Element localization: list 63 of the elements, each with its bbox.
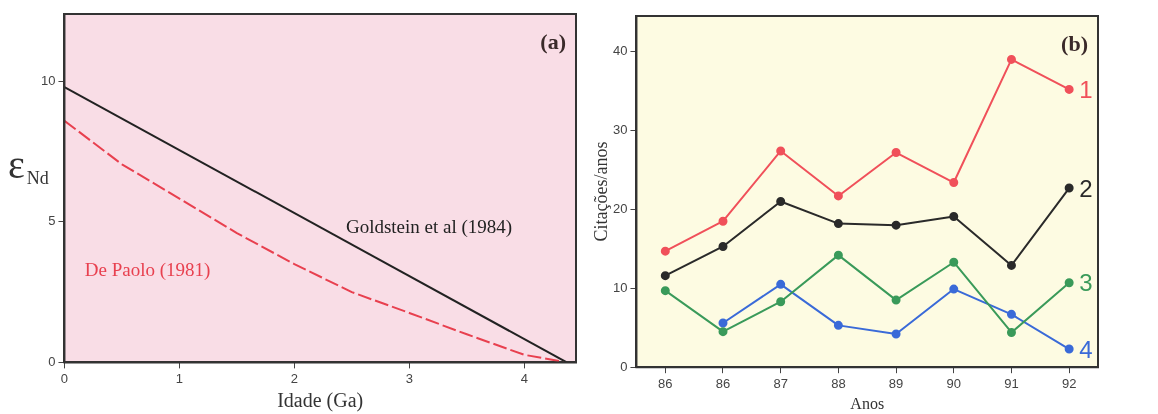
x-tick-label: 91 xyxy=(1004,375,1019,391)
point xyxy=(949,257,959,267)
x-axis-title: Idade (Ga) xyxy=(277,389,364,413)
point xyxy=(718,216,728,226)
y-tick-label: 30 xyxy=(612,122,628,138)
point xyxy=(891,220,901,230)
point xyxy=(660,246,670,256)
x-tick-label: 92 xyxy=(1061,375,1077,391)
point xyxy=(1006,260,1016,270)
series-label: Goldstein et al (1984) xyxy=(345,215,513,238)
point xyxy=(891,148,901,158)
point xyxy=(776,279,786,289)
point xyxy=(833,250,843,260)
x-tick-label: 0 xyxy=(60,370,69,386)
point xyxy=(718,241,728,251)
point xyxy=(949,211,959,221)
annotation: (a) xyxy=(540,28,566,54)
series-label: 4 xyxy=(1079,335,1093,363)
annotation: (b) xyxy=(1061,30,1088,56)
y-axis-title: Citações/anos xyxy=(590,141,611,242)
x-tick-label: 2 xyxy=(290,370,298,386)
y-tick-label: 10 xyxy=(40,73,56,89)
series-label: 2 xyxy=(1079,174,1093,202)
x-tick-label: 90 xyxy=(946,375,961,391)
point xyxy=(776,297,786,307)
point xyxy=(949,284,959,294)
x-tick-label: 4 xyxy=(520,370,528,386)
y-tick-label: 40 xyxy=(612,43,628,59)
x-tick-label: 3 xyxy=(405,370,413,386)
y-tick-label: 5 xyxy=(48,213,56,229)
point xyxy=(660,286,670,296)
point xyxy=(1006,309,1016,319)
x-tick-label: 89 xyxy=(888,375,904,391)
point xyxy=(1006,327,1016,337)
y-tick-label: 20 xyxy=(612,200,628,216)
x-tick-label: 1 xyxy=(175,370,184,386)
point xyxy=(1064,278,1074,288)
y-tick-label: 10 xyxy=(612,279,628,295)
point xyxy=(1006,54,1016,64)
point xyxy=(833,219,843,229)
x-axis-title: Anos xyxy=(850,394,885,412)
series-label: 3 xyxy=(1079,269,1093,297)
point xyxy=(776,146,786,156)
point xyxy=(1064,183,1074,193)
point xyxy=(1064,344,1074,354)
x-tick-label: 86 xyxy=(658,375,673,391)
point xyxy=(891,295,901,305)
y-tick-label: 0 xyxy=(620,358,628,374)
point xyxy=(1064,84,1074,94)
series-label: 1 xyxy=(1079,76,1093,104)
x-tick-label: 86 xyxy=(715,375,731,391)
series-label: De Paolo (1981) xyxy=(84,258,211,281)
point xyxy=(718,327,728,337)
point xyxy=(833,320,843,330)
x-tick-label: 87 xyxy=(773,375,788,391)
point xyxy=(718,318,728,328)
x-tick-label: 88 xyxy=(831,375,846,391)
point xyxy=(833,191,843,201)
y-tick-label: 0 xyxy=(48,353,56,369)
point xyxy=(891,329,901,339)
point xyxy=(660,271,670,281)
point xyxy=(776,196,786,206)
point xyxy=(949,178,959,188)
